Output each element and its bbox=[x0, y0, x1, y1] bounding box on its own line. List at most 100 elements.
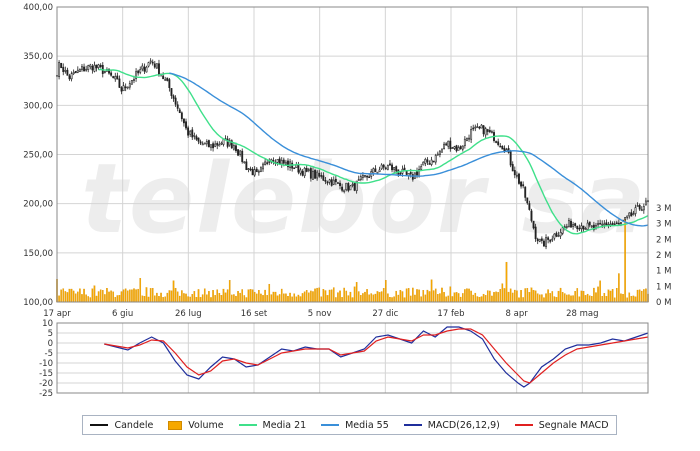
candle-body bbox=[245, 161, 248, 170]
volume-bar bbox=[437, 294, 439, 303]
volume-bar bbox=[260, 293, 262, 303]
volume-bar bbox=[382, 288, 385, 303]
volume-bar bbox=[374, 293, 377, 303]
candle-body bbox=[297, 165, 300, 173]
candle-body bbox=[243, 161, 246, 164]
candle-body bbox=[170, 88, 173, 96]
candle-body bbox=[457, 147, 460, 151]
candle-body bbox=[570, 220, 572, 228]
volume-bar bbox=[524, 288, 527, 303]
candle-body bbox=[459, 146, 462, 149]
candle-body bbox=[632, 213, 635, 215]
volume-bar bbox=[312, 291, 314, 303]
volume-bar bbox=[174, 287, 177, 303]
volume-bar bbox=[233, 294, 235, 303]
candle-body bbox=[384, 167, 387, 170]
volume-bar bbox=[453, 292, 456, 303]
candle-body bbox=[197, 137, 200, 142]
volume-bar bbox=[116, 295, 119, 303]
candle-body bbox=[195, 136, 198, 140]
volume-bar bbox=[276, 295, 279, 303]
moving-average-layer bbox=[98, 68, 649, 235]
volume-bar bbox=[197, 289, 200, 303]
candle-body bbox=[449, 140, 452, 150]
candle-body bbox=[518, 173, 520, 184]
volume-bar bbox=[632, 295, 635, 303]
volume-bar bbox=[360, 295, 362, 303]
candle-body bbox=[162, 75, 165, 80]
volume-bar bbox=[143, 296, 146, 303]
volume-bar bbox=[126, 290, 129, 303]
legend-swatch-media-21 bbox=[238, 424, 257, 426]
volume-tick-label: 0 M bbox=[656, 298, 671, 308]
candle-body bbox=[287, 160, 289, 168]
candle-body bbox=[332, 179, 335, 185]
candle-body bbox=[540, 238, 543, 241]
volume-bar bbox=[310, 290, 312, 303]
candle-body bbox=[83, 66, 85, 72]
volume-bar bbox=[183, 293, 185, 303]
volume-bar bbox=[316, 287, 318, 303]
candle-body bbox=[355, 180, 358, 192]
candle-body bbox=[472, 127, 475, 130]
candle-body bbox=[199, 141, 202, 144]
candle-body bbox=[586, 222, 589, 230]
candle-body bbox=[103, 70, 106, 73]
volume-bar bbox=[578, 296, 581, 303]
macd-layer bbox=[104, 326, 649, 388]
candle-body bbox=[303, 167, 306, 177]
volume-bar bbox=[251, 289, 254, 303]
candle-body bbox=[557, 235, 560, 237]
volume-bar bbox=[193, 291, 196, 303]
volume-bar bbox=[447, 295, 450, 303]
volume-bar bbox=[466, 288, 468, 303]
volume-bar bbox=[372, 294, 375, 303]
legend-label-segnale-macd: Segnale MACD bbox=[538, 419, 609, 431]
volume-bar bbox=[231, 294, 233, 303]
volume-bar bbox=[216, 289, 219, 303]
volume-bar bbox=[530, 287, 533, 303]
y-tick-label-price: 350,00 bbox=[23, 52, 53, 62]
candle-body bbox=[191, 129, 194, 138]
candle-body bbox=[126, 86, 129, 89]
candle-body bbox=[336, 182, 339, 185]
volume-bar bbox=[58, 295, 60, 303]
volume-bar bbox=[397, 294, 400, 303]
volume-bar bbox=[493, 292, 495, 303]
candle-body bbox=[268, 161, 271, 163]
candle-body bbox=[249, 168, 252, 171]
volume-bar bbox=[501, 283, 504, 303]
legend-item-segnale-macd: Segnale MACD bbox=[514, 419, 609, 431]
volume-bar bbox=[151, 288, 154, 303]
volume-bar bbox=[147, 296, 150, 303]
candle-body bbox=[185, 121, 187, 129]
candle-body bbox=[133, 79, 135, 81]
volume-bar bbox=[112, 291, 114, 303]
volume-bar bbox=[574, 291, 576, 303]
candle-body bbox=[567, 220, 570, 228]
volume-bar bbox=[243, 295, 246, 303]
volume-bar bbox=[133, 288, 135, 303]
legend-label-macd: MACD(26,12,9) bbox=[427, 419, 500, 431]
candle-body bbox=[345, 182, 348, 191]
volume-bar bbox=[172, 280, 175, 303]
volume-bar bbox=[541, 294, 543, 303]
volume-bar bbox=[220, 295, 223, 303]
candle-body bbox=[364, 175, 366, 177]
candle-body bbox=[318, 172, 321, 177]
candle-body bbox=[497, 141, 500, 145]
candle-body bbox=[278, 158, 281, 165]
volume-bar bbox=[349, 291, 352, 303]
volume-bar bbox=[511, 292, 514, 303]
candle-body bbox=[603, 223, 606, 226]
volume-bar bbox=[420, 296, 422, 303]
candle-body bbox=[428, 163, 431, 165]
volume-bar bbox=[347, 295, 350, 303]
candle-body bbox=[436, 153, 439, 156]
candle-body bbox=[455, 145, 458, 152]
legend-swatch-candele bbox=[90, 424, 109, 426]
candle-body bbox=[615, 222, 618, 225]
macd-line-macd-26-12-9- bbox=[104, 326, 649, 388]
candle-body bbox=[368, 176, 371, 179]
candle-body bbox=[466, 137, 468, 141]
